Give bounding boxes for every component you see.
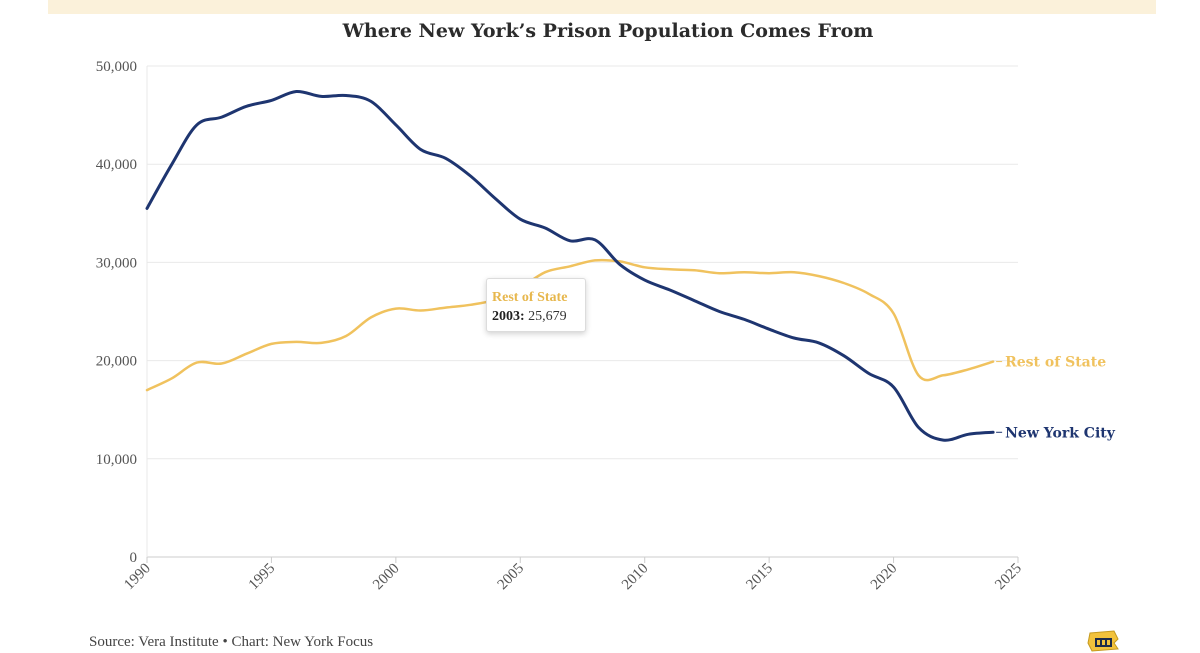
x-tick-label: 2005 bbox=[495, 561, 528, 594]
y-tick-label: 40,000 bbox=[96, 157, 137, 173]
x-tick-label: 2010 bbox=[619, 561, 652, 594]
x-tick-label: 1990 bbox=[121, 561, 154, 594]
hover-tooltip: Rest of State 2003: 25,679 bbox=[486, 278, 586, 332]
y-tick-label: 0 bbox=[130, 550, 138, 566]
series-line-rest-of-state bbox=[145, 258, 995, 392]
y-axis-ticks: 0 10,000 20,000 30,000 40,000 50,000 bbox=[96, 59, 137, 566]
x-tick-label: 2020 bbox=[868, 561, 901, 594]
top-banner-band bbox=[48, 0, 1156, 14]
source-note: Source: Vera Institute • Chart: New York… bbox=[89, 634, 374, 650]
tooltip-value: 25,679 bbox=[528, 309, 567, 324]
series-lines bbox=[145, 89, 995, 442]
series-line-new-york-city bbox=[145, 89, 995, 442]
y-tick-label: 20,000 bbox=[96, 354, 137, 370]
end-label-new-york-city: New York City bbox=[1005, 425, 1116, 441]
chart-title: Where New York’s Prison Population Comes… bbox=[342, 20, 874, 42]
series-end-labels: Rest of State New York City bbox=[996, 355, 1116, 441]
x-tick-label: 2025 bbox=[992, 561, 1025, 594]
x-axis-ticks: 1990 1995 2000 2005 2010 2015 2020 2025 bbox=[121, 557, 1025, 593]
y-tick-label: 50,000 bbox=[96, 59, 137, 75]
x-tick-label: 2000 bbox=[370, 561, 403, 594]
tooltip-year: 2003: bbox=[492, 309, 525, 324]
new-york-focus-logo-icon bbox=[1087, 630, 1119, 652]
x-tick-label: 2015 bbox=[743, 561, 776, 594]
x-tick-label: 1995 bbox=[246, 561, 279, 594]
tooltip-series-name: Rest of State bbox=[492, 290, 568, 305]
tooltip-value-row: 2003: 25,679 bbox=[492, 307, 585, 326]
y-tick-label: 30,000 bbox=[96, 255, 137, 271]
gridlines bbox=[146, 65, 1018, 558]
end-label-rest-of-state: Rest of State bbox=[1005, 355, 1106, 371]
y-tick-label: 10,000 bbox=[96, 452, 137, 468]
